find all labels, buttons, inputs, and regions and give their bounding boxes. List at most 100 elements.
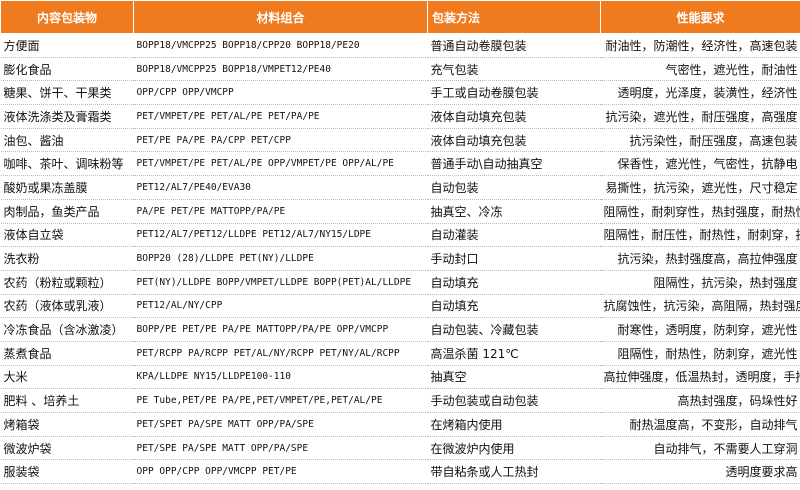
table-cell: KPA/LLDPE NY15/LLDPE100-110: [133, 365, 428, 390]
table-cell: 手动包装或自动包装: [427, 388, 601, 413]
table-cell: 在烤箱内使用: [427, 412, 601, 437]
table-row: 膨化食品 BOPP18/VMCPP25 BOPP18/VMPET12/PE40 充气…: [0, 57, 800, 82]
table-cell: 抽真空、冷冻: [427, 199, 601, 224]
table-row: 农药（粉粒或颗粒） PET(NY)/LLDPE BOPP/VMPET/LLDPE …: [0, 270, 800, 295]
table-cell: 保香性，遮光性，气密性，抗静电: [600, 151, 800, 177]
table-row: 蒸煮食品 PET/RCPP PA/RCPP PET/AL/NY/RCPP PET/…: [0, 341, 800, 366]
table-cell: 自动包装: [427, 175, 601, 200]
table-cell: 手工或自动卷膜包装: [427, 80, 601, 106]
table-cell: 耐热温度高，不变形，自动排气: [600, 412, 800, 437]
table-cell: PE Tube,PET/PE PA/PE,PET/VMPET/PE,PET/AL…: [133, 388, 428, 413]
table-cell: 农药（粉粒或颗粒）: [0, 270, 134, 295]
table-cell: 在微波炉内使用: [427, 436, 601, 461]
table-cell: 液体自动填充包装: [427, 104, 601, 129]
table-cell: 自动排气，不需要人工穿洞: [600, 436, 800, 461]
table-row: 糖果、饼干、干果类 OPP/CPP OPP/VMCPP 手工或自动卷膜包装 透明度，光…: [0, 80, 800, 106]
table-cell: 糖果、饼干、干果类: [0, 80, 134, 106]
table-cell: 自动填充: [427, 294, 601, 319]
header-cell: 内容包装物: [0, 0, 134, 34]
table-row: 洗衣粉 BOPP20 (28)/LLDPE PET(NY)/LLDPE 手动封口 抗污…: [0, 246, 800, 271]
table-row: 冷冻食品（含冰激凌） BOPP/PE PET/PE PA/PE MATTOPP/P…: [0, 317, 800, 342]
table-cell: 普通手动\自动抽真空: [427, 151, 601, 177]
table-row: 液体自立袋 PET12/AL7/PET12/LLDPE PET12/AL7/NY1…: [0, 223, 800, 248]
table-cell: 阻隔性，耐热性，防刺穿，遮光性: [600, 341, 800, 366]
table-cell: PA/PE PET/PE MATTOPP/PA/PE: [133, 199, 428, 224]
table-cell: 带自粘条或人工热封: [427, 459, 601, 485]
table-cell: 抗腐蚀性，抗污染，高阻隔，热封强度: [600, 294, 800, 319]
table-cell: 高热封强度，码垛性好: [600, 388, 800, 413]
table-cell: 透明度要求高: [600, 459, 800, 485]
table-row: 微波炉袋 PET/SPE PA/SPE MATT OPP/PA/SPE 在微波炉内使…: [0, 436, 800, 461]
table-cell: 自动填充: [427, 270, 601, 295]
table-cell: OPP OPP/CPP OPP/VMCPP PET/PE: [133, 459, 428, 485]
table-row: 农药（液体或乳液） PET12/AL/NY/CPP 自动填充 抗腐蚀性，抗污染，高阻隔…: [0, 294, 800, 319]
table-row: 液体洗涤类及膏霜类 PET/VMPET/PE PET/AL/PE PET/PA/P…: [0, 104, 800, 129]
table-cell: 抗污染，遮光性，耐压强度，高强度: [600, 104, 800, 129]
table-cell: PET/SPE PA/SPE MATT OPP/PA/SPE: [133, 436, 428, 461]
table-cell: 蒸煮食品: [0, 341, 134, 366]
table-cell: 微波炉袋: [0, 436, 134, 461]
table-cell: PET/VMPET/PE PET/AL/PE OPP/VMPET/PE OPP/…: [133, 151, 428, 177]
header-cell: 材料组合: [133, 0, 428, 34]
table-cell: PET/PE PA/PE PA/CPP PET/CPP: [133, 128, 428, 153]
table-cell: 洗衣粉: [0, 246, 134, 271]
table-cell: 充气包装: [427, 57, 601, 82]
table-row: 酸奶或果冻盖膜 PET12/AL7/PE40/EVA30 自动包装 易撕性，抗污染，遮…: [0, 175, 800, 200]
table-cell: PET/SPET PA/SPE MATT OPP/PA/SPE: [133, 412, 428, 437]
table-cell: BOPP/PE PET/PE PA/PE MATTOPP/PA/PE OPP/V…: [133, 317, 428, 342]
table-cell: 酸奶或果冻盖膜: [0, 175, 134, 200]
table-cell: 高拉伸强度，低温热封，透明度，手拎强度高: [600, 365, 800, 390]
table-cell: 大米: [0, 365, 134, 390]
table-cell: PET(NY)/LLDPE BOPP/VMPET/LLDPE BOPP(PET)…: [133, 270, 428, 295]
table-cell: BOPP18/VMCPP25 BOPP18/VMPET12/PE40: [133, 57, 428, 82]
table-row: 肥料 、培养土 PE Tube,PET/PE PA/PE,PET/VMPET/PE…: [0, 388, 800, 413]
table-cell: BOPP20 (28)/LLDPE PET(NY)/LLDPE: [133, 246, 428, 271]
table-cell: 膨化食品: [0, 57, 134, 82]
table-cell: 阻隔性，耐刺穿性，热封强度，耐热性: [600, 199, 800, 224]
table-row: 大米 KPA/LLDPE NY15/LLDPE100-110 抽真空 高拉伸强度，低温…: [0, 365, 800, 390]
table-cell: 液体自立袋: [0, 223, 134, 248]
table-cell: PET12/AL/NY/CPP: [133, 294, 428, 319]
table-row: 服装袋 OPP OPP/CPP OPP/VMCPP PET/PE 带自粘条或人工热封…: [0, 459, 800, 485]
table-cell: OPP/CPP OPP/VMCPP: [133, 80, 428, 106]
table-cell: 易撕性，抗污染，遮光性，尺寸稳定: [600, 175, 800, 200]
header-cell: 性能要求: [600, 0, 800, 34]
table-cell: 冷冻食品（含冰激凌）: [0, 317, 134, 342]
table-cell: 肉制品，鱼类产品: [0, 199, 134, 224]
table-cell: 液体自动填充包装: [427, 128, 601, 153]
table-cell: 透明度，光泽度，装潢性，经济性: [600, 80, 800, 106]
table-cell: PET12/AL7/PET12/LLDPE PET12/AL7/NY15/LDP…: [133, 223, 428, 248]
table-cell: 抗污染，热封强度高，高拉伸强度: [600, 246, 800, 271]
table-cell: 抗污染性，耐压强度，高速包装: [600, 128, 800, 153]
table-cell: 气密性，遮光性，耐油性: [600, 57, 800, 82]
table-cell: PET/RCPP PA/RCPP PET/AL/NY/RCPP PET/NY/A…: [133, 341, 428, 366]
table-cell: 农药（液体或乳液）: [0, 294, 134, 319]
table-cell: 自动包装、冷藏包装: [427, 317, 601, 342]
table-row: 油包、酱油 PET/PE PA/PE PA/CPP PET/CPP 液体自动填充包装…: [0, 128, 800, 153]
header-cell: 包装方法: [427, 0, 601, 34]
table-cell: 咖啡、茶叶、调味粉等: [0, 151, 134, 177]
table-cell: 油包、酱油: [0, 128, 134, 153]
table-cell: 服装袋: [0, 459, 134, 485]
table-cell: 耐油性，防潮性，经济性，高速包装: [600, 33, 800, 58]
table-cell: 高温杀菌 121℃: [427, 341, 601, 366]
table-row: 烤箱袋 PET/SPET PA/SPE MATT OPP/PA/SPE 在烤箱内使用…: [0, 412, 800, 437]
table-cell: 阻隔性，抗污染，热封强度: [600, 270, 800, 295]
table-cell: 烤箱袋: [0, 412, 134, 437]
table-row: 方便面 BOPP18/VMCPP25 BOPP18/CPP20 BOPP18/PE…: [0, 33, 800, 58]
header-row: 内容包装物 材料组合 包装方法 性能要求: [0, 0, 800, 34]
table-cell: PET/VMPET/PE PET/AL/PE PET/PA/PE: [133, 104, 428, 129]
table-cell: 液体洗涤类及膏霜类: [0, 104, 134, 129]
table-cell: 耐寒性，透明度，防刺穿，遮光性: [600, 317, 800, 342]
table-cell: PET12/AL7/PE40/EVA30: [133, 175, 428, 200]
table-cell: 肥料 、培养土: [0, 388, 134, 413]
table-cell: 手动封口: [427, 246, 601, 271]
table-row: 咖啡、茶叶、调味粉等 PET/VMPET/PE PET/AL/PE OPP/VMP…: [0, 151, 800, 177]
table-cell: 抽真空: [427, 365, 601, 390]
table-body: 方便面 BOPP18/VMCPP25 BOPP18/CPP20 BOPP18/PE…: [0, 33, 800, 485]
table-cell: 普通自动卷膜包装: [427, 33, 601, 58]
table-cell: BOPP18/VMCPP25 BOPP18/CPP20 BOPP18/PE20: [133, 33, 428, 58]
table-row: 肉制品，鱼类产品 PA/PE PET/PE MATTOPP/PA/PE 抽真空、冷冻…: [0, 199, 800, 224]
